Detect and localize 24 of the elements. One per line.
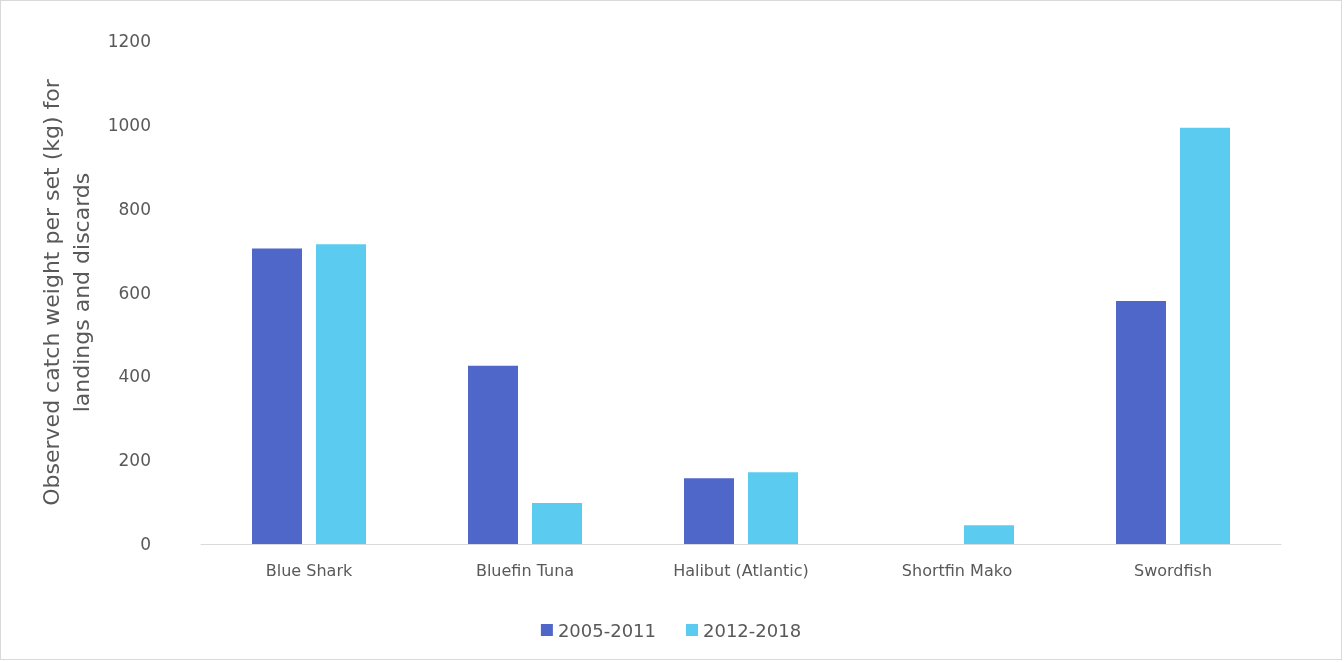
bar	[316, 244, 366, 544]
bar	[532, 502, 582, 544]
bar	[468, 365, 518, 544]
y-tick-label: 800	[118, 198, 151, 219]
bar	[1116, 300, 1166, 544]
legend-label: 2005-2011	[557, 619, 657, 641]
y-tick-label: 600	[118, 282, 151, 303]
x-tick-label: Bluefin Tuna	[475, 560, 575, 580]
y-tick-label: 200	[118, 450, 151, 471]
bar	[964, 525, 1014, 544]
bar	[684, 478, 734, 544]
bar	[252, 248, 302, 544]
y-tick-label: 400	[118, 366, 151, 387]
y-tick-label: 1200	[107, 31, 151, 51]
x-tick-label: Blue Shark	[265, 560, 353, 580]
bar	[1180, 127, 1230, 544]
legend-label: 2012-2018	[703, 619, 802, 641]
x-tick-label: Shortfin Mako	[901, 560, 1013, 580]
x-tick-label: Halibut (Atlantic)	[673, 560, 809, 580]
y-axis-title: Observed catch weight per set (kg) for landings and discards	[39, 78, 95, 506]
x-tick-label: Swordfish	[1133, 560, 1213, 580]
y-tick-label: 1000	[107, 114, 151, 135]
y-tick-label: 0	[140, 534, 151, 554]
bar	[748, 472, 798, 544]
